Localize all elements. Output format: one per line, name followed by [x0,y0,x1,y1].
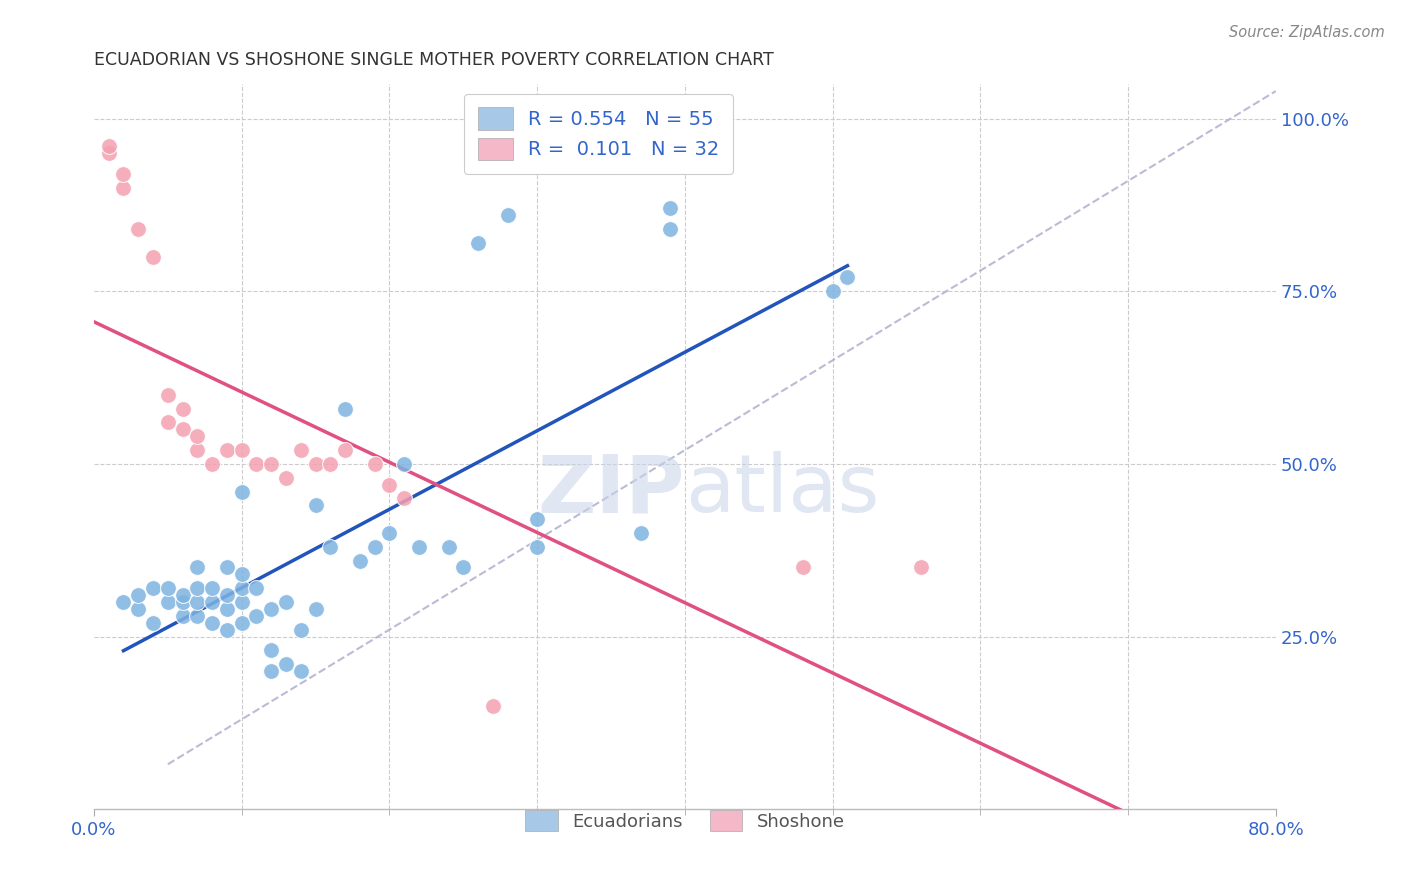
Point [127,602,149,616]
Point [290,623,312,637]
Point [837,270,859,285]
Point [112,180,135,194]
Point [186,595,208,609]
Point [526,512,548,526]
Point [142,615,165,630]
Point [245,581,267,595]
Point [201,581,224,595]
Point [333,401,356,416]
Point [378,477,401,491]
Point [156,416,179,430]
Point [172,422,194,436]
Point [172,588,194,602]
Point [274,595,297,609]
Point [172,595,194,609]
Point [659,202,682,216]
Point [290,664,312,678]
Point [526,540,548,554]
Point [142,250,165,264]
Point [304,457,326,471]
Point [274,657,297,672]
Point [496,208,519,222]
Point [392,491,415,506]
Point [231,484,253,499]
Point [408,540,430,554]
Point [304,499,326,513]
Point [392,457,415,471]
Point [186,608,208,623]
Text: Source: ZipAtlas.com: Source: ZipAtlas.com [1229,25,1385,40]
Text: ZIP: ZIP [537,451,685,529]
Point [201,615,224,630]
Point [349,553,371,567]
Point [186,581,208,595]
Point [215,443,238,458]
Point [363,540,385,554]
Point [215,623,238,637]
Point [231,567,253,582]
Point [215,588,238,602]
Point [215,560,238,574]
Point [245,457,267,471]
Point [630,525,652,540]
Point [231,443,253,458]
Point [333,443,356,458]
Point [792,560,814,574]
Point [97,146,120,161]
Point [186,560,208,574]
Point [467,235,489,250]
Point [186,429,208,443]
Point [319,540,342,554]
Point [127,222,149,236]
Point [821,285,844,299]
Point [290,443,312,458]
Point [453,560,475,574]
Legend: Ecuadorians, Shoshone: Ecuadorians, Shoshone [513,797,858,844]
Point [172,401,194,416]
Point [231,595,253,609]
Point [319,457,342,471]
Point [231,615,253,630]
Point [260,643,283,657]
Point [378,525,401,540]
Point [659,222,682,236]
Text: atlas: atlas [685,451,879,529]
Point [437,540,460,554]
Text: ECUADORIAN VS SHOSHONE SINGLE MOTHER POVERTY CORRELATION CHART: ECUADORIAN VS SHOSHONE SINGLE MOTHER POV… [94,51,773,69]
Point [97,139,120,153]
Point [215,602,238,616]
Point [245,608,267,623]
Point [142,581,165,595]
Point [156,595,179,609]
Point [260,457,283,471]
Point [201,457,224,471]
Point [260,602,283,616]
Point [172,608,194,623]
Point [186,443,208,458]
Point [482,698,505,713]
Point [363,457,385,471]
Point [156,581,179,595]
Point [274,471,297,485]
Point [201,595,224,609]
Point [156,388,179,402]
Point [260,664,283,678]
Point [112,595,135,609]
Point [910,560,932,574]
Point [231,581,253,595]
Point [127,588,149,602]
Point [112,167,135,181]
Point [304,602,326,616]
